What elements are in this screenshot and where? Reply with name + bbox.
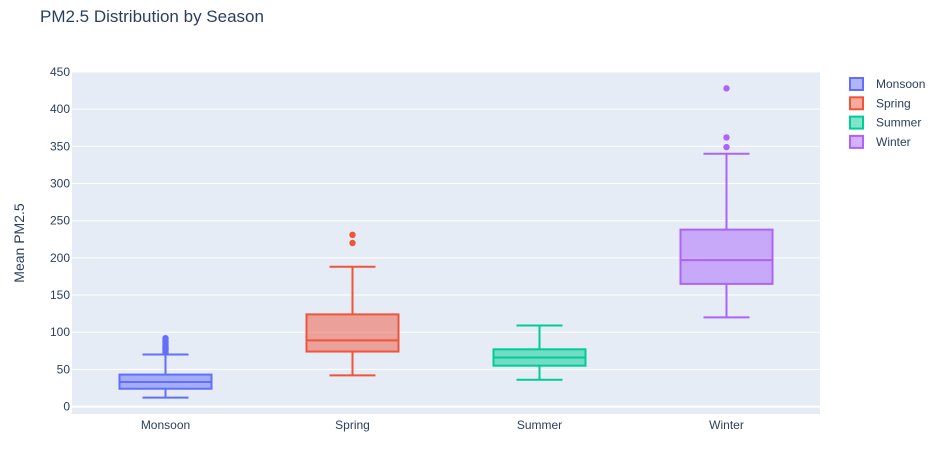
legend-swatch [849,77,864,91]
y-tick-label: 300 [50,177,70,191]
y-tick-label: 400 [50,102,70,116]
x-tick-label: Spring [335,418,370,432]
chart-title: PM2.5 Distribution by Season [40,7,264,26]
legend-item-summer[interactable]: Summer [849,115,921,130]
legend[interactable]: Monsoon Spring Summer Winter [849,77,925,149]
legend-label: Monsoon [876,77,925,91]
box-iqr [305,313,400,353]
y-tick-label: 250 [50,214,70,228]
y-tick-label: 150 [50,288,70,302]
legend-swatch [849,115,864,130]
y-axis-title: Mean PM2.5 [11,203,27,283]
boxes [118,85,774,399]
x-axis-ticks: Monsoon Spring Summer Winter [141,418,744,432]
outlier-point [723,143,730,151]
legend-item-monsoon[interactable]: Monsoon [849,77,925,91]
legend-label: Winter [876,135,911,149]
outlier-point [349,239,356,247]
x-tick-label: Summer [517,418,562,432]
box-iqr [679,228,774,285]
legend-swatch [849,96,864,111]
outlier-point [723,85,730,92]
x-tick-label: Winter [709,418,744,432]
y-tick-label: 350 [50,139,70,153]
legend-swatch [849,134,864,149]
box-winter [679,85,774,319]
y-tick-label: 450 [50,65,70,79]
legend-label: Summer [876,116,921,130]
outlier-point [349,231,356,239]
y-tick-label: 100 [50,325,70,339]
outlier-point [162,334,169,342]
gridlines [72,71,820,408]
outlier-point [723,134,730,141]
y-tick-label: 50 [57,362,71,376]
y-tick-label: 200 [50,251,70,265]
box-summer [492,324,587,381]
legend-item-winter[interactable]: Winter [849,134,911,149]
legend-label: Spring [876,96,911,110]
x-tick-label: Monsoon [141,418,190,432]
box-monsoon [118,334,213,399]
y-tick-label: 0 [63,400,70,414]
legend-item-spring[interactable]: Spring [849,96,911,111]
box-spring [305,231,400,377]
y-axis-ticks: 0 50 100 150 200 250 300 350 400 450 [50,65,70,414]
